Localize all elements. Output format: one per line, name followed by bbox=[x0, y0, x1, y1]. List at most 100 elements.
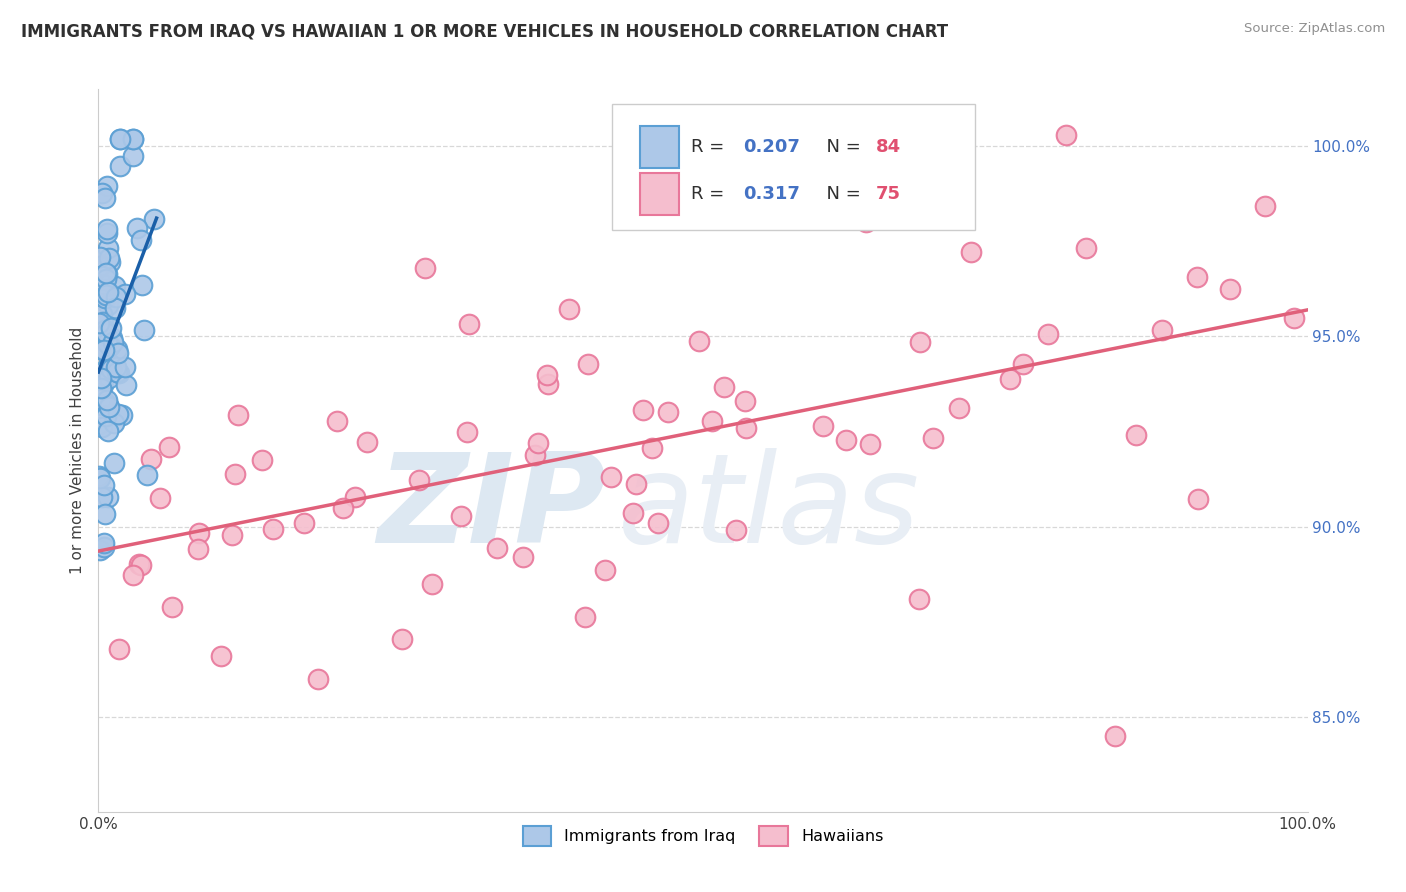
Point bbox=[90, 392, 112, 406]
Point bbox=[97, 398, 120, 412]
Point bbox=[105, 342, 128, 356]
FancyBboxPatch shape bbox=[613, 103, 976, 230]
Point bbox=[157, 440, 180, 454]
Point bbox=[1074, 241, 1097, 255]
Point bbox=[209, 648, 232, 663]
Point bbox=[97, 241, 120, 255]
Point bbox=[91, 491, 114, 505]
Point bbox=[90, 186, 112, 200]
Point bbox=[107, 641, 129, 656]
Point bbox=[107, 407, 129, 421]
Point bbox=[486, 541, 509, 556]
Text: Source: ZipAtlas.com: Source: ZipAtlas.com bbox=[1244, 22, 1385, 36]
Point bbox=[98, 255, 121, 269]
Point bbox=[224, 467, 246, 481]
Point bbox=[558, 301, 581, 316]
Point bbox=[127, 221, 149, 235]
Point bbox=[1011, 357, 1033, 371]
Point bbox=[89, 542, 111, 557]
Point bbox=[93, 507, 115, 521]
Point bbox=[456, 425, 478, 440]
Point bbox=[91, 420, 114, 434]
Point bbox=[111, 408, 134, 422]
Point bbox=[93, 540, 115, 554]
Y-axis label: 1 or more Vehicles in Household: 1 or more Vehicles in Household bbox=[69, 326, 84, 574]
Point bbox=[457, 317, 479, 331]
Point bbox=[104, 360, 127, 375]
Point bbox=[408, 473, 430, 487]
Point bbox=[1150, 323, 1173, 337]
Point bbox=[94, 191, 117, 205]
Point bbox=[105, 365, 128, 379]
Point bbox=[100, 331, 122, 345]
Point bbox=[93, 477, 115, 491]
Point bbox=[93, 393, 115, 408]
Point bbox=[600, 470, 623, 484]
Point bbox=[104, 301, 127, 315]
Point bbox=[96, 226, 118, 240]
Point bbox=[647, 516, 669, 531]
Point bbox=[252, 453, 274, 467]
Point bbox=[89, 468, 111, 483]
Point bbox=[107, 346, 129, 360]
Point bbox=[105, 290, 128, 304]
Point bbox=[621, 506, 644, 520]
Point bbox=[1036, 326, 1059, 341]
Point bbox=[537, 376, 560, 391]
Point bbox=[98, 371, 121, 385]
Point bbox=[734, 394, 756, 409]
Point bbox=[524, 448, 547, 462]
Point bbox=[114, 287, 136, 301]
Point bbox=[129, 233, 152, 247]
Point bbox=[108, 131, 131, 145]
Point bbox=[89, 471, 111, 485]
Point bbox=[574, 609, 596, 624]
Point bbox=[98, 339, 121, 353]
Point bbox=[96, 222, 118, 236]
Text: atlas: atlas bbox=[619, 448, 921, 569]
Point bbox=[1125, 428, 1147, 442]
Point bbox=[960, 245, 983, 260]
Point bbox=[87, 316, 110, 330]
Point bbox=[292, 516, 315, 530]
Point bbox=[344, 490, 367, 504]
Point bbox=[307, 672, 329, 686]
Point bbox=[356, 435, 378, 450]
Point bbox=[96, 326, 118, 340]
Point bbox=[93, 343, 115, 357]
Point bbox=[141, 452, 163, 467]
Point bbox=[94, 363, 117, 377]
Point bbox=[1282, 310, 1305, 325]
Point bbox=[100, 320, 122, 334]
Point bbox=[104, 279, 127, 293]
Text: R =: R = bbox=[690, 138, 730, 156]
Point bbox=[700, 414, 723, 428]
Point bbox=[326, 414, 349, 428]
Point bbox=[93, 283, 115, 297]
Point bbox=[98, 252, 121, 266]
Point bbox=[87, 282, 110, 296]
Point bbox=[188, 525, 211, 540]
Point bbox=[114, 377, 136, 392]
Point bbox=[657, 405, 679, 419]
Point bbox=[688, 334, 710, 348]
Point bbox=[122, 149, 145, 163]
Point bbox=[121, 131, 143, 145]
Point bbox=[89, 417, 111, 431]
Point bbox=[908, 592, 931, 607]
FancyBboxPatch shape bbox=[640, 173, 679, 215]
Text: 0.207: 0.207 bbox=[742, 138, 800, 156]
Point bbox=[93, 377, 115, 392]
Point bbox=[855, 215, 877, 229]
Point bbox=[221, 528, 243, 542]
Point bbox=[96, 266, 118, 280]
Point bbox=[593, 564, 616, 578]
Point bbox=[262, 522, 284, 536]
Point bbox=[94, 409, 117, 424]
Point bbox=[391, 632, 413, 646]
Point bbox=[122, 131, 145, 145]
Point bbox=[813, 418, 835, 433]
Point bbox=[96, 288, 118, 302]
Text: N =: N = bbox=[815, 185, 868, 203]
Point bbox=[713, 380, 735, 394]
